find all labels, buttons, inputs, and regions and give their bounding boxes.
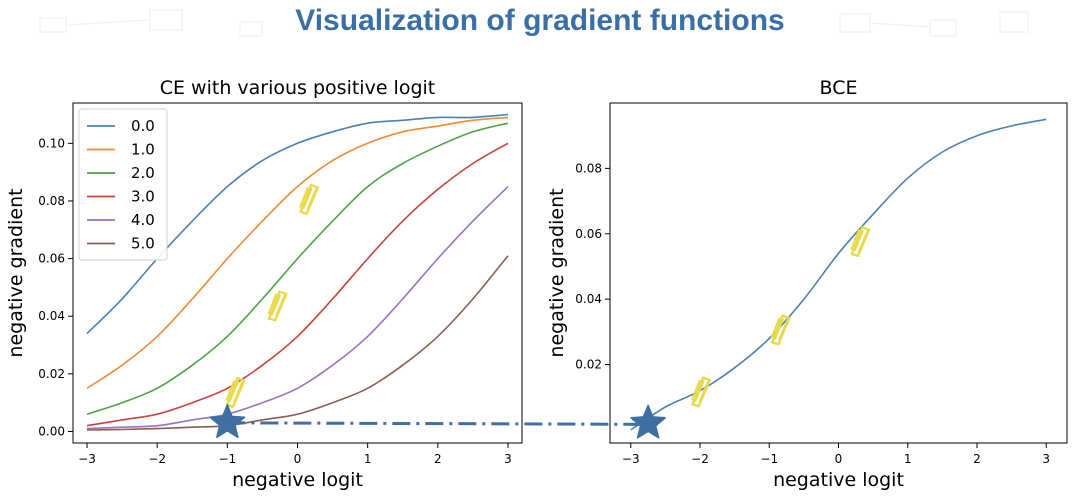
series-line-3.0 <box>86 142 509 427</box>
legend-label: 2.0 <box>131 164 155 182</box>
highlight-scribble <box>267 290 288 322</box>
y-tick-label: 0.06 <box>575 227 602 241</box>
y-tick-label: 0.04 <box>38 309 65 323</box>
y-tick-label: 0.08 <box>38 194 65 208</box>
y-axis-title: negative gradient <box>546 188 568 357</box>
x-tick-label: −2 <box>148 452 166 466</box>
highlight-scribble <box>850 225 871 258</box>
x-tick-label: −3 <box>622 452 640 466</box>
highlight-scribble <box>299 183 319 215</box>
y-tick-label: 0.02 <box>575 358 602 372</box>
legend-label: 3.0 <box>131 188 155 206</box>
series-line-5.0 <box>86 255 509 431</box>
series-line-4.0 <box>86 186 509 430</box>
chart-title: BCE <box>820 77 858 99</box>
x-tick-label: −3 <box>78 452 96 466</box>
x-tick-label: 2 <box>434 452 442 466</box>
legend-label: 5.0 <box>131 235 155 253</box>
y-tick-label: 0.10 <box>38 136 65 150</box>
x-axis-title: negative logit <box>773 469 904 491</box>
star-marker-ce <box>209 404 246 439</box>
highlight-scribble <box>770 314 791 346</box>
y-tick-label: 0.08 <box>575 161 602 175</box>
highlight-scribble <box>691 376 711 408</box>
y-axis-title: negative gradient <box>5 188 27 357</box>
connector-dashdot-line <box>227 421 649 426</box>
chart-bce: −3 −2 −1 0 1 2 3 0.02 0.04 0.06 0.08 BCE negative lo… <box>546 77 1068 491</box>
background-decoration <box>39 9 1029 37</box>
highlight-scribble <box>225 376 246 408</box>
legend: 0.0 1.0 2.0 3.0 4.0 5.0 <box>78 108 168 261</box>
x-tick-label: 3 <box>504 452 512 466</box>
series-line-s0 <box>630 118 1047 431</box>
x-tick-label: 1 <box>904 452 912 466</box>
x-tick-label: −1 <box>218 452 236 466</box>
annotation-overlay <box>209 404 666 439</box>
y-tick-label: 0.00 <box>38 424 65 438</box>
plot-frame <box>609 102 1068 444</box>
series-line-2.0 <box>86 122 509 415</box>
legend-label: 4.0 <box>131 211 155 229</box>
y-tick-label: 0.04 <box>575 292 602 306</box>
series-line-1.0 <box>86 116 509 389</box>
legend-label: 1.0 <box>131 141 155 159</box>
x-tick-label: 1 <box>364 452 372 466</box>
star-marker-bce <box>630 404 666 439</box>
x-tick-label: 0 <box>835 452 843 466</box>
slide-title: Visualization of gradient functions <box>295 4 785 37</box>
x-axis-title: negative logit <box>232 469 363 491</box>
chart-title: CE with various positive logit <box>160 77 436 99</box>
y-tick-label: 0.02 <box>38 367 65 381</box>
legend-box <box>78 108 168 261</box>
x-tick-label: 3 <box>1042 452 1050 466</box>
x-tick-label: 0 <box>294 452 302 466</box>
x-tick-label: 2 <box>973 452 981 466</box>
x-tick-label: −2 <box>691 452 709 466</box>
legend-label: 0.0 <box>131 117 155 135</box>
chart-ce: −3 −2 −1 0 1 2 3 0.00 0.02 0.04 0.06 0.08 0.10 CE wit… <box>5 77 523 491</box>
x-tick-label: −1 <box>760 452 778 466</box>
y-tick-label: 0.06 <box>38 252 65 266</box>
